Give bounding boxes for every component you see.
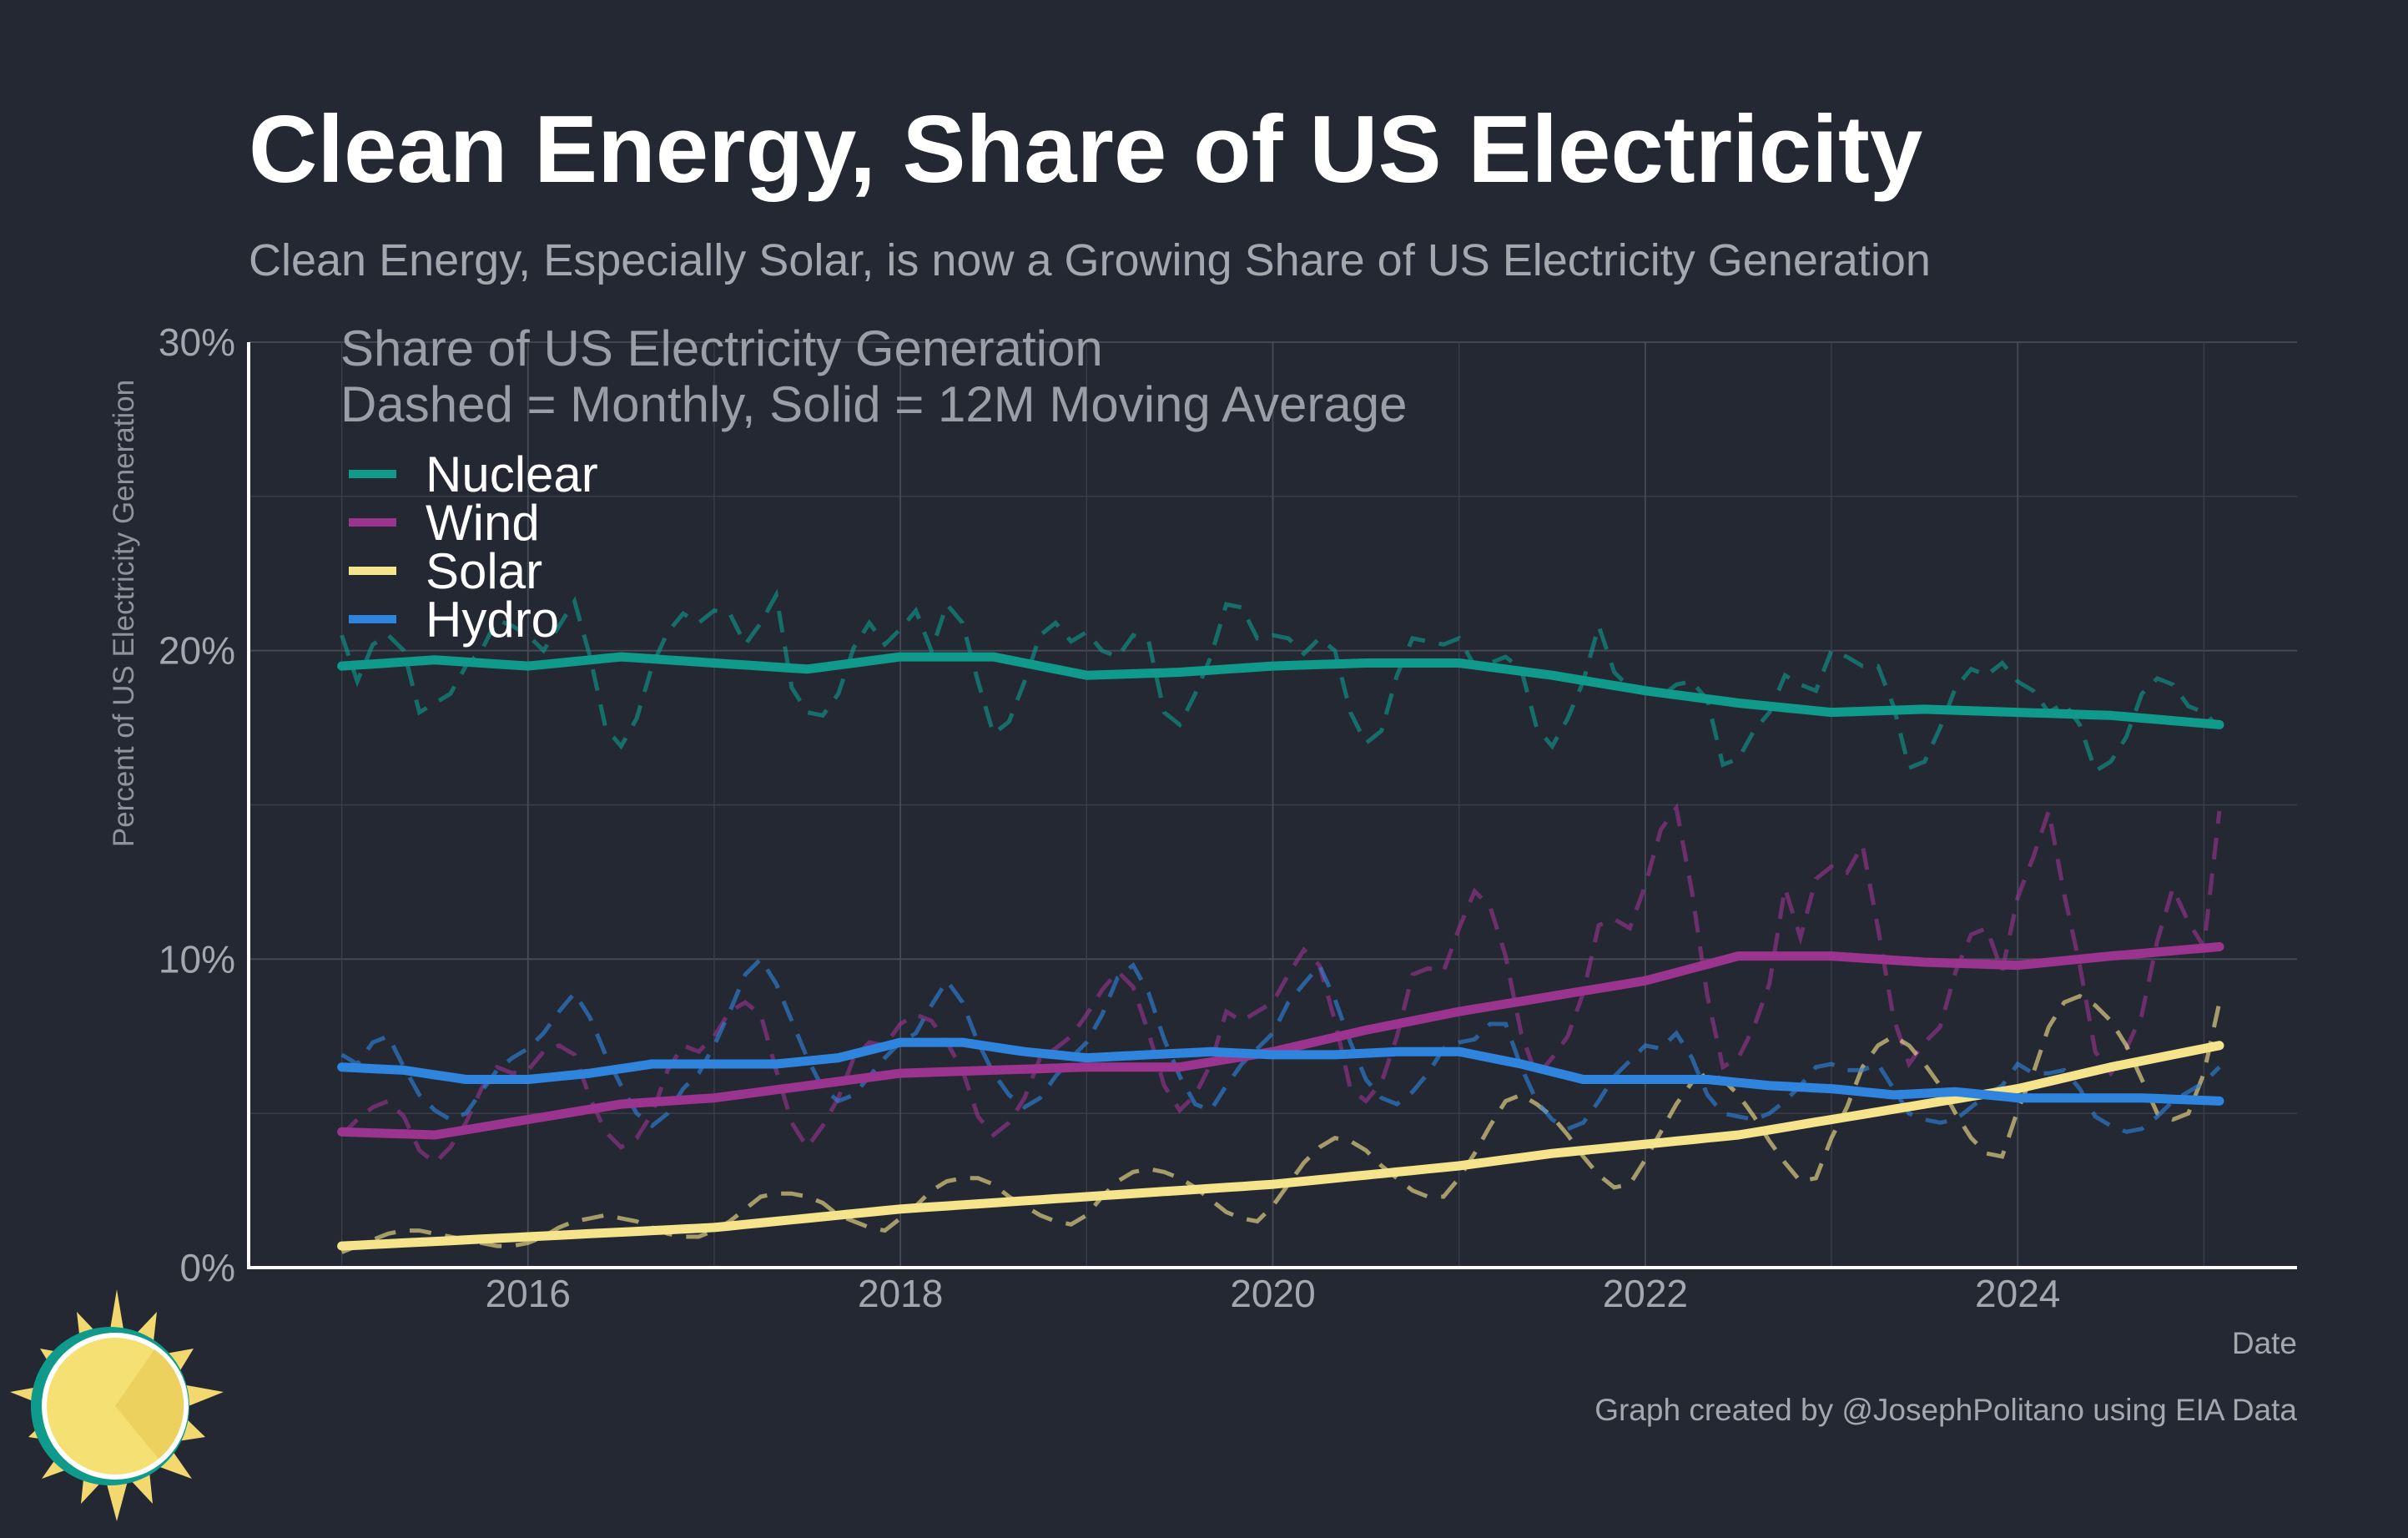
y-tick-label: 0% <box>180 1246 235 1289</box>
x-tick-label: 2016 <box>486 1272 571 1315</box>
chart-subtitle: Clean Energy, Especially Solar, is now a… <box>249 235 1931 285</box>
legend-label-wind: Wind <box>426 495 540 551</box>
moving-average-lines <box>337 652 2224 1251</box>
y-tick-label: 20% <box>159 629 235 673</box>
x-tick-label: 2018 <box>858 1272 943 1315</box>
x-tick-label: 2024 <box>1975 1272 2060 1315</box>
caption: Graph created by @JosephPolitano using E… <box>1594 1393 2297 1427</box>
x-axis-label: Date <box>2232 1326 2297 1360</box>
sun-shade <box>115 1349 184 1459</box>
x-tick-label: 2022 <box>1603 1272 1688 1315</box>
sun-logo-icon <box>10 1289 224 1521</box>
nuclear-moving-average-line <box>337 652 2224 729</box>
monthly-lines <box>340 588 2222 1254</box>
hydro-moving-average-line <box>337 1037 2224 1106</box>
wind-moving-average-line <box>337 942 2224 1140</box>
chart-title: Clean Energy, Share of US Electricity <box>249 97 1922 203</box>
nuclear-monthly-line <box>340 588 2221 774</box>
legend-label-nuclear: Nuclear <box>426 446 598 502</box>
wind-monthly-line <box>340 802 2222 1166</box>
y-axis-label: Percent of US Electricity Generation <box>108 380 140 847</box>
y-tick-label: 30% <box>159 320 235 364</box>
x-ticks: 2016 2018 2020 2022 2024 <box>486 1272 2061 1315</box>
grid <box>249 341 2297 1268</box>
legend-label-hydro: Hydro <box>426 592 559 648</box>
solar-moving-average-line <box>337 1041 2224 1251</box>
annotation-line-2: Dashed = Monthly, Solid = 12M Moving Ave… <box>340 376 1408 432</box>
y-ticks: 0% 10% 20% 30% <box>159 320 235 1289</box>
annotation-line-1: Share of US Electricity Generation <box>340 320 1103 376</box>
y-tick-label: 10% <box>159 937 235 981</box>
x-tick-label: 2020 <box>1230 1272 1315 1315</box>
legend-label-solar: Solar <box>426 543 542 599</box>
